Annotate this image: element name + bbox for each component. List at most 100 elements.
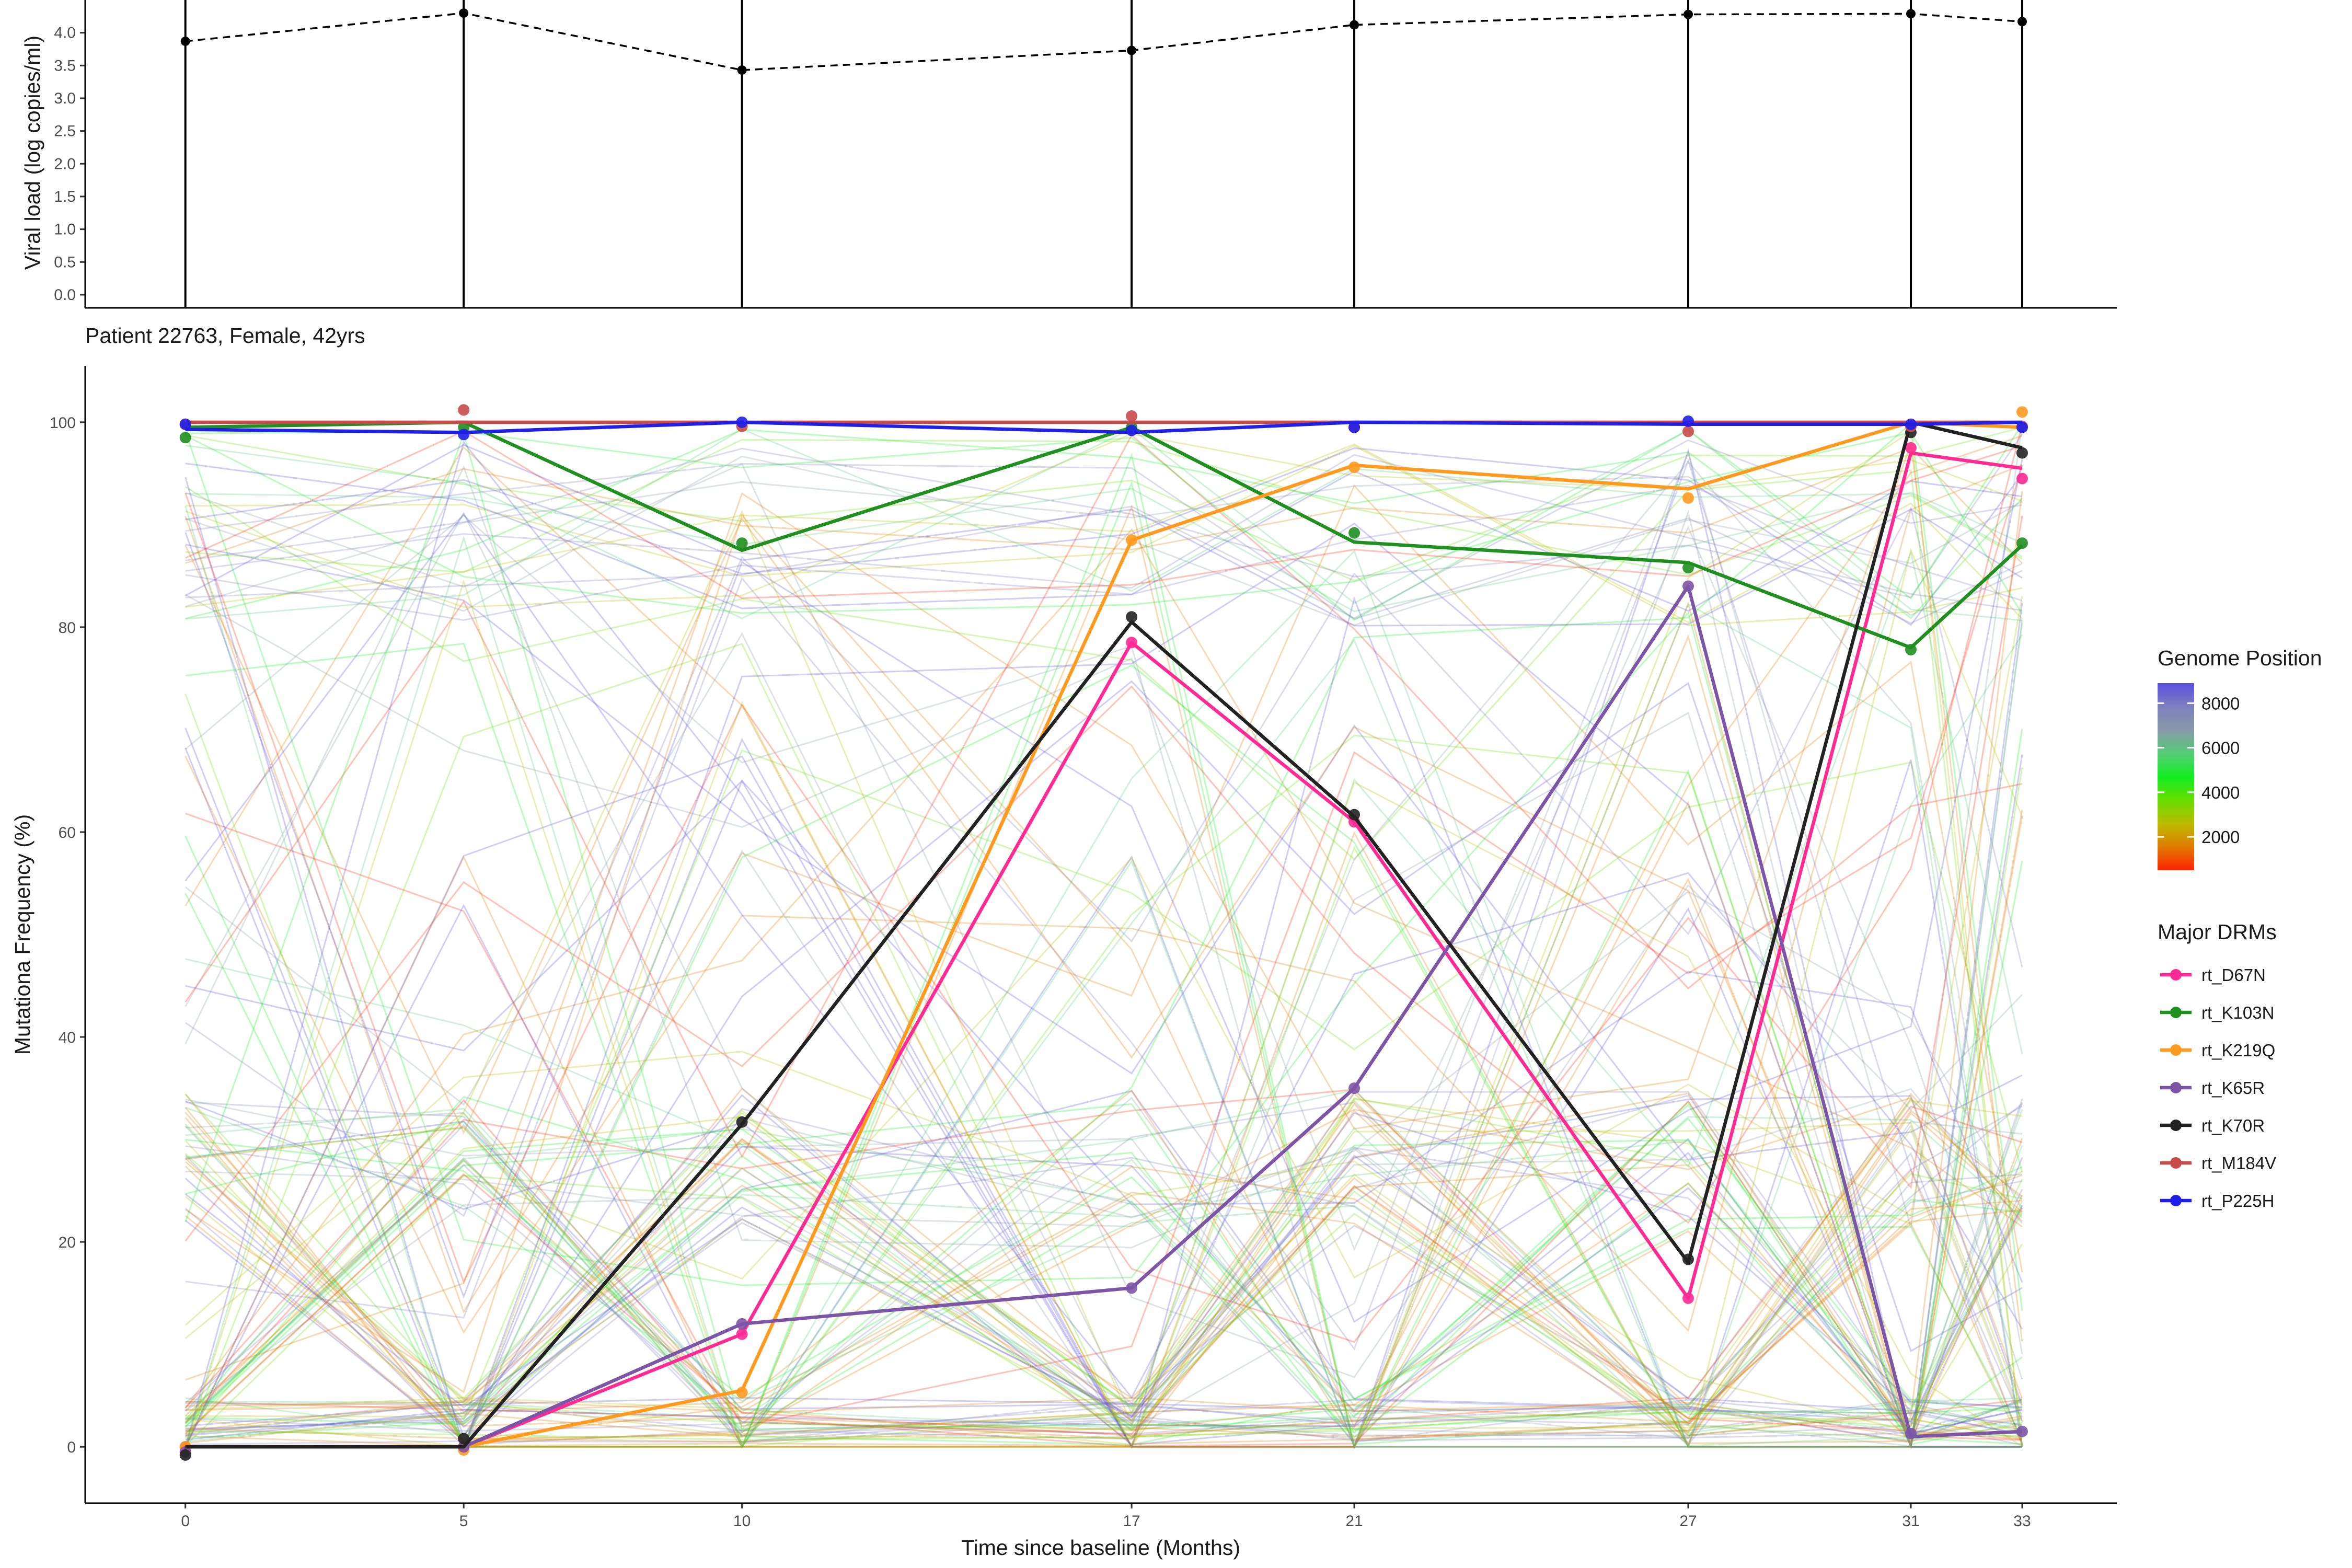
colorbar-tick-label: 8000	[2201, 694, 2240, 713]
series-point-rt_K70R	[1682, 1253, 1694, 1265]
background-mutation-line	[185, 422, 2023, 1431]
background-mutation-line	[185, 463, 2023, 1378]
series-point-rt_K70R	[736, 1116, 748, 1128]
background-mutation-line	[185, 1097, 2023, 1447]
legend-key-label: rt_M184V	[2201, 1154, 2276, 1173]
background-mutation-line	[185, 1109, 2023, 1440]
series-point-rt_K219Q	[736, 1387, 748, 1399]
background-mutation-line	[185, 464, 2023, 1334]
viral-load-point	[1684, 9, 1693, 19]
x-tick-label: 21	[1345, 1513, 1363, 1530]
viral-load-y-title: Viral load (log copies/ml)	[20, 36, 44, 270]
series-point-rt_P225H	[179, 418, 191, 430]
series-point-rt_K219Q	[1682, 492, 1694, 504]
y-tick-label: 100	[50, 414, 76, 432]
background-mutation-line	[185, 432, 2023, 615]
series-point-rt_P225H	[458, 429, 470, 441]
colorbar-tick-label: 6000	[2201, 739, 2240, 758]
background-mutation-line	[185, 1108, 2023, 1447]
y-tick-label: 60	[59, 824, 76, 841]
background-mutation-line	[185, 1112, 2023, 1428]
background-mutation-line	[185, 423, 2023, 1242]
background-mutation-line	[185, 491, 2023, 1420]
background-mutation-line	[185, 1098, 2023, 1438]
x-tick-label: 31	[1902, 1513, 1919, 1530]
background-mutation-line	[185, 1117, 2023, 1439]
background-mutation-line	[185, 424, 2023, 1431]
background-mutation-line	[185, 1092, 2022, 1447]
background-mutation-line	[185, 855, 2022, 1448]
series-point-rt_P225H	[1682, 415, 1694, 427]
series-point-rt_K103N	[1348, 527, 1361, 539]
y-tick-label: 40	[59, 1029, 76, 1046]
background-mutation-line	[185, 1138, 2023, 1439]
series-point-rt_K70R	[179, 1449, 191, 1461]
legend-key-point	[2170, 1007, 2182, 1018]
series-point-rt_K65R	[1682, 580, 1694, 592]
background-mutation-line	[185, 1089, 2023, 1442]
background-mutation-line	[185, 444, 2023, 627]
background-mutation-line	[185, 1116, 2023, 1424]
background-mutation-line	[185, 664, 2022, 1449]
genome-position-legend: Genome Position 8000 6000 4000 2000	[2158, 646, 2322, 870]
background-mutation-line	[185, 1159, 2023, 1442]
background-mutation-line	[185, 1154, 2023, 1446]
background-mutation-line	[185, 1100, 2023, 1447]
legend-key-point	[2170, 1082, 2182, 1093]
background-mutation-line	[185, 1097, 2023, 1444]
series-line-rt_K65R	[185, 584, 2023, 1449]
background-mutation-line	[185, 603, 2023, 1449]
background-mutation-line	[185, 1151, 2023, 1445]
background-mutation-line	[185, 1103, 2023, 1444]
background-mutation-line	[185, 452, 2023, 1449]
series-point-rt_M184V	[1682, 425, 1694, 437]
viral-load-marks	[180, 0, 2027, 308]
series-point-rt_K70R	[2016, 447, 2028, 459]
frequency-y-ticks: 0 20 40 60 80 100	[50, 414, 85, 1456]
background-mutation-line	[185, 1094, 2023, 1446]
background-mutation-line	[185, 549, 2023, 1428]
background-mutation-line	[185, 779, 2023, 1283]
background-mutation-line	[185, 430, 2023, 599]
background-mutation-line	[185, 809, 2023, 1448]
background-mutation-line	[185, 460, 2023, 1415]
background-mutation-line	[185, 1159, 2023, 1430]
viral-load-point	[1906, 9, 1916, 19]
background-mutation-line	[185, 1147, 2023, 1446]
background-mutation-line	[185, 1102, 2023, 1447]
background-mutation-line	[185, 443, 2023, 624]
series-point-rt_P225H	[2016, 421, 2028, 433]
background-mutation-line	[185, 1092, 2023, 1444]
background-mutation-line	[185, 1128, 2022, 1437]
viral-load-tick-label: 0.0	[54, 286, 76, 304]
legend-key-label: rt_K219Q	[2201, 1041, 2275, 1060]
background-mutation-line	[185, 1117, 2023, 1442]
background-mutation-line	[185, 1096, 2023, 1446]
series-rt_K70R	[179, 420, 2028, 1461]
background-mutation-line	[185, 1167, 2023, 1440]
background-mutation-line	[185, 643, 2022, 1449]
viral-load-tick-label: 1.0	[54, 221, 76, 238]
background-mutation-line	[185, 1051, 2023, 1433]
background-mutation-line	[185, 439, 2023, 619]
series-point-rt_K65R	[1126, 1282, 1138, 1294]
background-mutation-line	[185, 433, 2023, 608]
background-mutation-line	[185, 1090, 2023, 1443]
viral-load-tick-label: 3.0	[54, 90, 76, 107]
legend-key-label: rt_P225H	[2201, 1191, 2274, 1210]
background-mutation-line	[185, 1122, 2023, 1439]
legend-key-label: rt_D67N	[2201, 965, 2266, 985]
viral-load-point	[1350, 20, 1359, 30]
legend-key-point	[2170, 1157, 2182, 1169]
background-mutation-line	[185, 1098, 2023, 1446]
legend-key-rt_K70R: rt_K70R	[2160, 1116, 2265, 1135]
major-drms-legend: Major DRMs rt_D67N rt_K103N rt_K219Q rt_K65…	[2158, 920, 2277, 1210]
background-mutation-line	[185, 1100, 2023, 1446]
series-point-rt_K219Q	[1348, 462, 1361, 474]
legend-key-point	[2170, 969, 2182, 981]
viral-load-point	[1127, 45, 1137, 55]
background-mutation-line	[185, 755, 2022, 1448]
background-mutation-line	[185, 445, 2023, 627]
viral-load-point	[2017, 17, 2027, 27]
x-axis-title: Time since baseline (Months)	[961, 1536, 1240, 1560]
